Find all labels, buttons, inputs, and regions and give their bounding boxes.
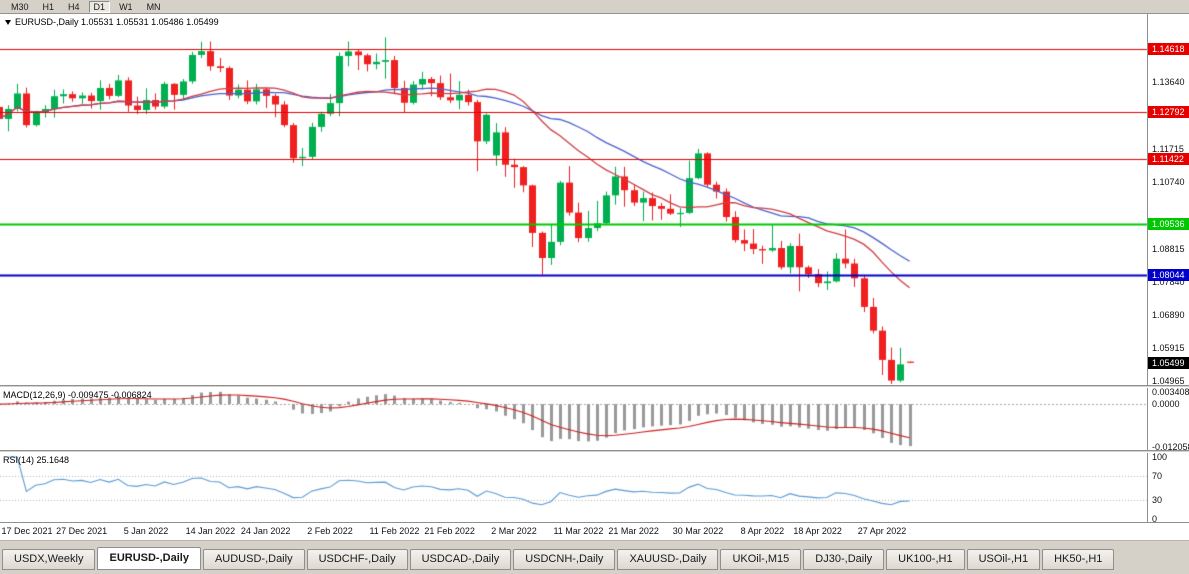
tab-eurusd-daily[interactable]: EURUSD-,Daily bbox=[97, 547, 201, 570]
chart-ohlc-line: EURUSD-,Daily 1.05531 1.05531 1.05486 1.… bbox=[5, 17, 219, 27]
timeframe-button-h4[interactable]: H4 bbox=[68, 1, 80, 12]
tab-hk50-h1[interactable]: HK50-,H1 bbox=[1042, 549, 1115, 570]
macd-rsi-splitter[interactable] bbox=[0, 450, 1189, 453]
date-label: 14 Jan 2022 bbox=[185, 526, 236, 536]
tab-usdcad-daily[interactable]: USDCAD-,Daily bbox=[409, 549, 512, 570]
date-label: 5 Jan 2022 bbox=[123, 526, 169, 536]
timeframe-toolbar: M30 H1 H4 D1 W1 MN bbox=[0, 0, 1189, 14]
time-axis[interactable]: 17 Dec 2021 27 Dec 2021 5 Jan 2022 14 Jan 2… bbox=[0, 522, 1189, 540]
tab-ukoil-m15[interactable]: UKOil-,M15 bbox=[720, 549, 802, 570]
tab-usdx-weekly[interactable]: USDX,Weekly bbox=[2, 549, 96, 570]
date-label: 24 Jan 2022 bbox=[240, 526, 291, 536]
tab-usoil-h1[interactable]: USOil-,H1 bbox=[966, 549, 1041, 570]
date-label: 8 Apr 2022 bbox=[740, 526, 785, 536]
macd-indicator-label: MACD(12,26,9) -0.009475 -0.006824 bbox=[3, 390, 152, 400]
tab-xauusd-daily[interactable]: XAUUSD-,Daily bbox=[617, 549, 719, 570]
price-axis[interactable]: 1.13640 1.11715 1.10740 1.08815 1.07840 1.068… bbox=[1147, 14, 1189, 524]
tab-uk100-h1[interactable]: UK100-,H1 bbox=[886, 549, 965, 570]
date-label: 21 Mar 2022 bbox=[608, 526, 659, 536]
tab-usdcnh-daily[interactable]: USDCNH-,Daily bbox=[513, 549, 616, 570]
macd-axis-label: 0.0000 bbox=[1152, 399, 1180, 410]
chart-tab-bar: USDX,Weekly EURUSD-,Daily AUDUSD-,Daily USD… bbox=[0, 540, 1189, 574]
date-label: 17 Dec 2021 bbox=[1, 526, 53, 536]
date-label: 27 Apr 2022 bbox=[857, 526, 907, 536]
date-label: 2 Feb 2022 bbox=[307, 526, 353, 536]
price-axis-label: 1.05915 bbox=[1152, 343, 1185, 354]
chart-ohlc-text: EURUSD-,Daily 1.05531 1.05531 1.05486 1.… bbox=[15, 17, 219, 27]
timeframe-button-d1[interactable]: D1 bbox=[88, 0, 111, 13]
date-label: 11 Feb 2022 bbox=[369, 526, 420, 536]
level-price-badge: 1.11422 bbox=[1148, 152, 1189, 165]
rsi-axis-label: 30 bbox=[1152, 495, 1163, 506]
timeframe-button-mn[interactable]: MN bbox=[146, 1, 161, 12]
level-price-badge: 1.14618 bbox=[1148, 42, 1189, 55]
symbol-marker-icon bbox=[5, 20, 11, 25]
rsi-axis-label: 100 bbox=[1152, 452, 1168, 462]
level-price-badge: 1.12792 bbox=[1148, 105, 1189, 118]
timeframe-button-h1[interactable]: H1 bbox=[42, 1, 55, 12]
price-axis-label: 1.04965 bbox=[1152, 376, 1185, 387]
tab-usdchf-daily[interactable]: USDCHF-,Daily bbox=[306, 549, 408, 570]
price-axis-label: 1.07840 bbox=[1152, 277, 1185, 288]
price-axis-label: 1.08815 bbox=[1152, 243, 1185, 254]
date-label: 18 Apr 2022 bbox=[793, 526, 842, 536]
rsi-axis-label: 70 bbox=[1152, 470, 1163, 481]
timeframe-button-m30[interactable]: M30 bbox=[11, 1, 29, 12]
timeframe-button-w1[interactable]: W1 bbox=[119, 1, 133, 12]
date-label: 27 Dec 2021 bbox=[56, 526, 108, 536]
rsi-axis-label: 0 bbox=[1152, 514, 1158, 524]
rsi-indicator-label: RSI(14) 25.1648 bbox=[3, 455, 70, 465]
date-label: 11 Mar 2022 bbox=[553, 526, 604, 536]
price-axis-label: 1.10740 bbox=[1152, 177, 1185, 188]
tab-dj30-daily[interactable]: DJ30-,Daily bbox=[803, 549, 885, 570]
macd-axis-label: 0.003408 bbox=[1152, 387, 1189, 397]
price-axis-label: 1.06890 bbox=[1152, 309, 1185, 320]
macd-axis-label: -0.012058 bbox=[1152, 442, 1189, 452]
date-label: 30 Mar 2022 bbox=[672, 526, 724, 536]
current-price-badge: 1.05499 bbox=[1148, 356, 1189, 369]
tab-audusd-daily[interactable]: AUDUSD-,Daily bbox=[202, 549, 305, 570]
date-label: 21 Feb 2022 bbox=[424, 526, 475, 536]
level-price-badge: 1.08044 bbox=[1148, 269, 1189, 282]
date-label: 2 Mar 2022 bbox=[491, 526, 537, 536]
price-axis-label: 1.13640 bbox=[1152, 77, 1185, 88]
level-price-badge: 1.09536 bbox=[1148, 217, 1189, 230]
main-macd-splitter[interactable] bbox=[0, 385, 1189, 388]
price-axis-label: 1.11715 bbox=[1152, 143, 1184, 154]
